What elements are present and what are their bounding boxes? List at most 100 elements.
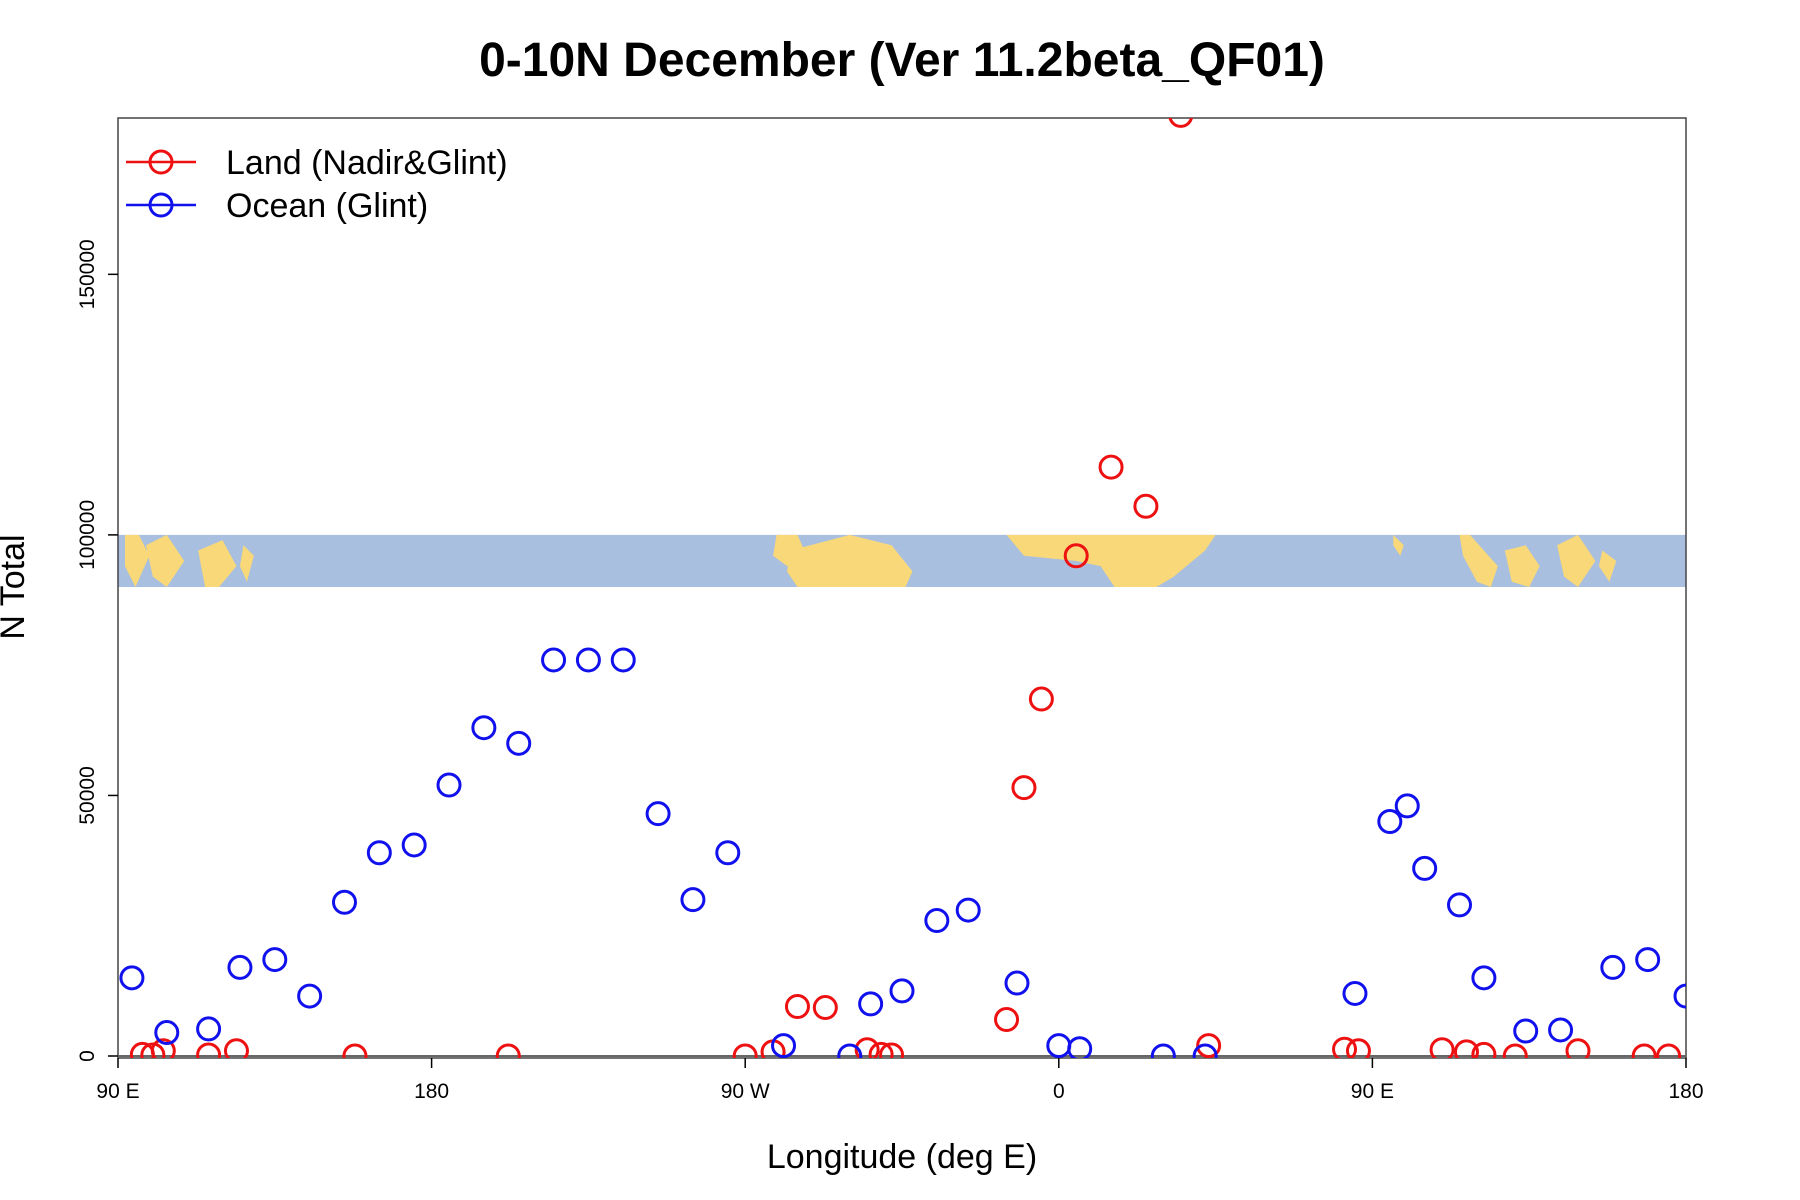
data-point — [1565, 1038, 1591, 1058]
map-land — [198, 540, 237, 587]
plot-frame — [117, 117, 1687, 1059]
data-point — [1429, 1037, 1455, 1058]
data-point — [1345, 1038, 1371, 1058]
data-point — [1098, 454, 1124, 480]
data-points — [119, 118, 1686, 1058]
x-axis: 90 E 180 90 W 0 90 E 180 — [96, 1058, 1704, 1103]
data-point — [1133, 493, 1159, 519]
data-point — [495, 1043, 521, 1058]
x-tick-label: 180 — [1668, 1080, 1703, 1103]
data-point — [732, 1043, 758, 1058]
data-point — [955, 897, 981, 923]
y-tick-label: 150000 — [76, 239, 99, 309]
data-point — [342, 1043, 368, 1058]
data-point — [1196, 1033, 1222, 1058]
data-point — [1150, 1043, 1176, 1058]
data-point — [1502, 1043, 1528, 1058]
data-point — [1192, 1043, 1218, 1058]
data-point — [1342, 980, 1368, 1006]
data-point — [471, 715, 497, 741]
x-tick-label: 90 E — [96, 1080, 139, 1103]
map-land — [1006, 534, 1216, 587]
data-point — [119, 965, 145, 991]
data-point — [1028, 686, 1054, 712]
y-tick-label: 100000 — [76, 500, 99, 570]
data-point — [401, 832, 427, 858]
data-point — [1471, 1041, 1497, 1058]
data-point — [1332, 1036, 1358, 1058]
data-point — [331, 889, 357, 915]
data-point — [223, 1038, 249, 1058]
world-map-band — [118, 534, 1686, 587]
series-ocean — [119, 647, 1686, 1058]
map-land — [1504, 545, 1540, 587]
data-point — [297, 983, 323, 1009]
data-point — [868, 1041, 894, 1058]
y-axis: 0 50000 100000 150000 — [76, 239, 118, 1062]
map-land — [239, 545, 254, 582]
x-tick-label: 180 — [414, 1080, 449, 1103]
data-point — [1673, 983, 1686, 1009]
data-point — [784, 993, 810, 1019]
data-point — [1011, 775, 1037, 801]
data-point — [1046, 1033, 1072, 1058]
map-land — [773, 534, 805, 567]
map-land — [1598, 550, 1617, 582]
x-tick-label: 90 E — [1351, 1080, 1394, 1103]
data-point — [1168, 118, 1193, 128]
x-tick-label: 0 — [1053, 1080, 1065, 1103]
data-point — [1377, 809, 1403, 834]
data-point — [154, 1020, 180, 1046]
data-point — [575, 647, 601, 673]
map-land — [1393, 534, 1404, 556]
data-point — [1471, 965, 1497, 991]
data-point — [1067, 1036, 1093, 1058]
data-point — [879, 1042, 905, 1058]
data-point — [140, 1042, 166, 1058]
data-point — [858, 991, 884, 1017]
data-point — [1394, 793, 1420, 819]
chart-title: 0-10N December (Ver 11.2beta_QF01) — [479, 34, 1325, 87]
data-point — [541, 647, 567, 673]
data-point — [227, 954, 253, 980]
data-point — [196, 1016, 222, 1042]
data-point — [1063, 543, 1089, 569]
data-point — [645, 801, 671, 827]
data-point — [436, 772, 462, 798]
legend-label-land: Land (Nadir&Glint) — [226, 144, 508, 182]
data-point — [771, 1033, 797, 1058]
data-point — [1635, 947, 1661, 973]
map-land — [145, 534, 185, 587]
map-land — [124, 534, 150, 587]
data-point — [506, 730, 532, 756]
data-point — [812, 995, 838, 1021]
data-point — [1656, 1043, 1682, 1058]
y-tick-label: 50000 — [76, 766, 99, 824]
data-point — [854, 1037, 880, 1058]
data-point — [837, 1043, 863, 1058]
data-point — [610, 647, 636, 673]
legend-marker-ocean — [148, 192, 174, 218]
data-point — [1548, 1017, 1574, 1043]
x-tick-label: 90 W — [721, 1080, 770, 1103]
legend-label-ocean: Ocean (Glint) — [226, 187, 428, 225]
legend: Land (Nadir&Glint) Ocean (Glint) — [126, 144, 508, 225]
data-point — [1513, 1018, 1539, 1044]
data-point — [262, 947, 288, 973]
data-point — [1453, 1039, 1479, 1058]
data-point — [150, 1038, 176, 1058]
data-point — [1004, 970, 1030, 996]
data-point — [1447, 892, 1473, 918]
data-point — [889, 978, 915, 1004]
map-land — [1557, 534, 1596, 587]
data-point — [924, 908, 950, 934]
x-axis-label: Longitude (deg E) — [767, 1138, 1037, 1176]
data-point — [994, 1007, 1020, 1033]
data-point — [680, 887, 706, 913]
map-land — [787, 534, 913, 587]
series-land — [129, 118, 1682, 1058]
map-land — [1459, 534, 1498, 587]
y-tick-label: 0 — [76, 1050, 99, 1062]
data-point — [196, 1042, 222, 1058]
